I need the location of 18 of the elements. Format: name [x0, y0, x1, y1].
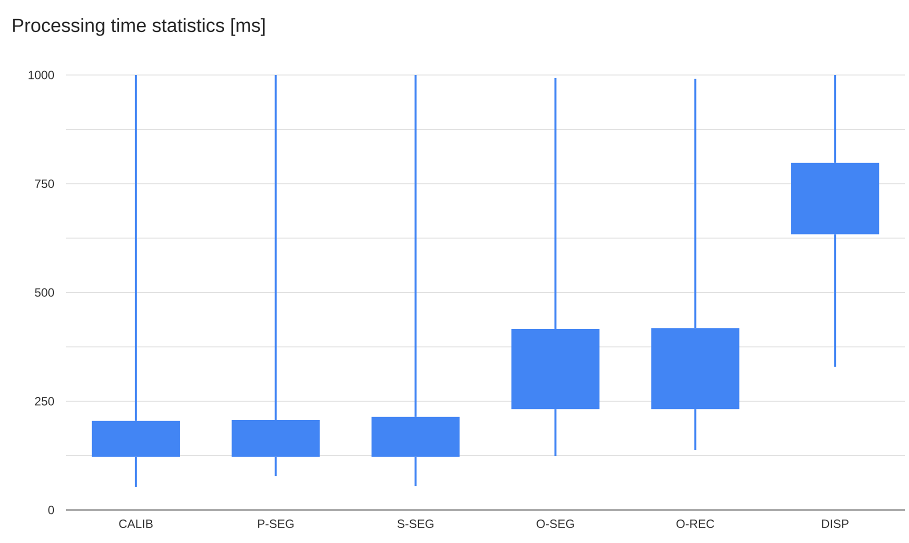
candlestick [92, 74, 180, 487]
x-tick-label: DISP [822, 520, 848, 528]
x-tick-label: P-SEG [258, 520, 294, 528]
x-tick-label: O-REC [676, 520, 714, 528]
y-tick-label: 1000 [28, 70, 54, 80]
candlestick [651, 78, 740, 450]
x-tick-label: O-SEG [536, 520, 574, 528]
chart-title: Processing time statistics [ms] [13, 18, 265, 36]
candlestick [372, 74, 460, 486]
candlestick [511, 78, 600, 456]
x-tick-label: S-SEG [397, 520, 434, 528]
candlestick [232, 74, 320, 476]
y-tick-label: 0 [48, 506, 54, 514]
y-tick-label: 500 [34, 288, 54, 297]
x-tick-label: CALIB [119, 520, 153, 528]
candlestick [791, 74, 880, 367]
y-tick-label: 750 [35, 180, 54, 188]
y-tick-label: 250 [35, 397, 54, 406]
